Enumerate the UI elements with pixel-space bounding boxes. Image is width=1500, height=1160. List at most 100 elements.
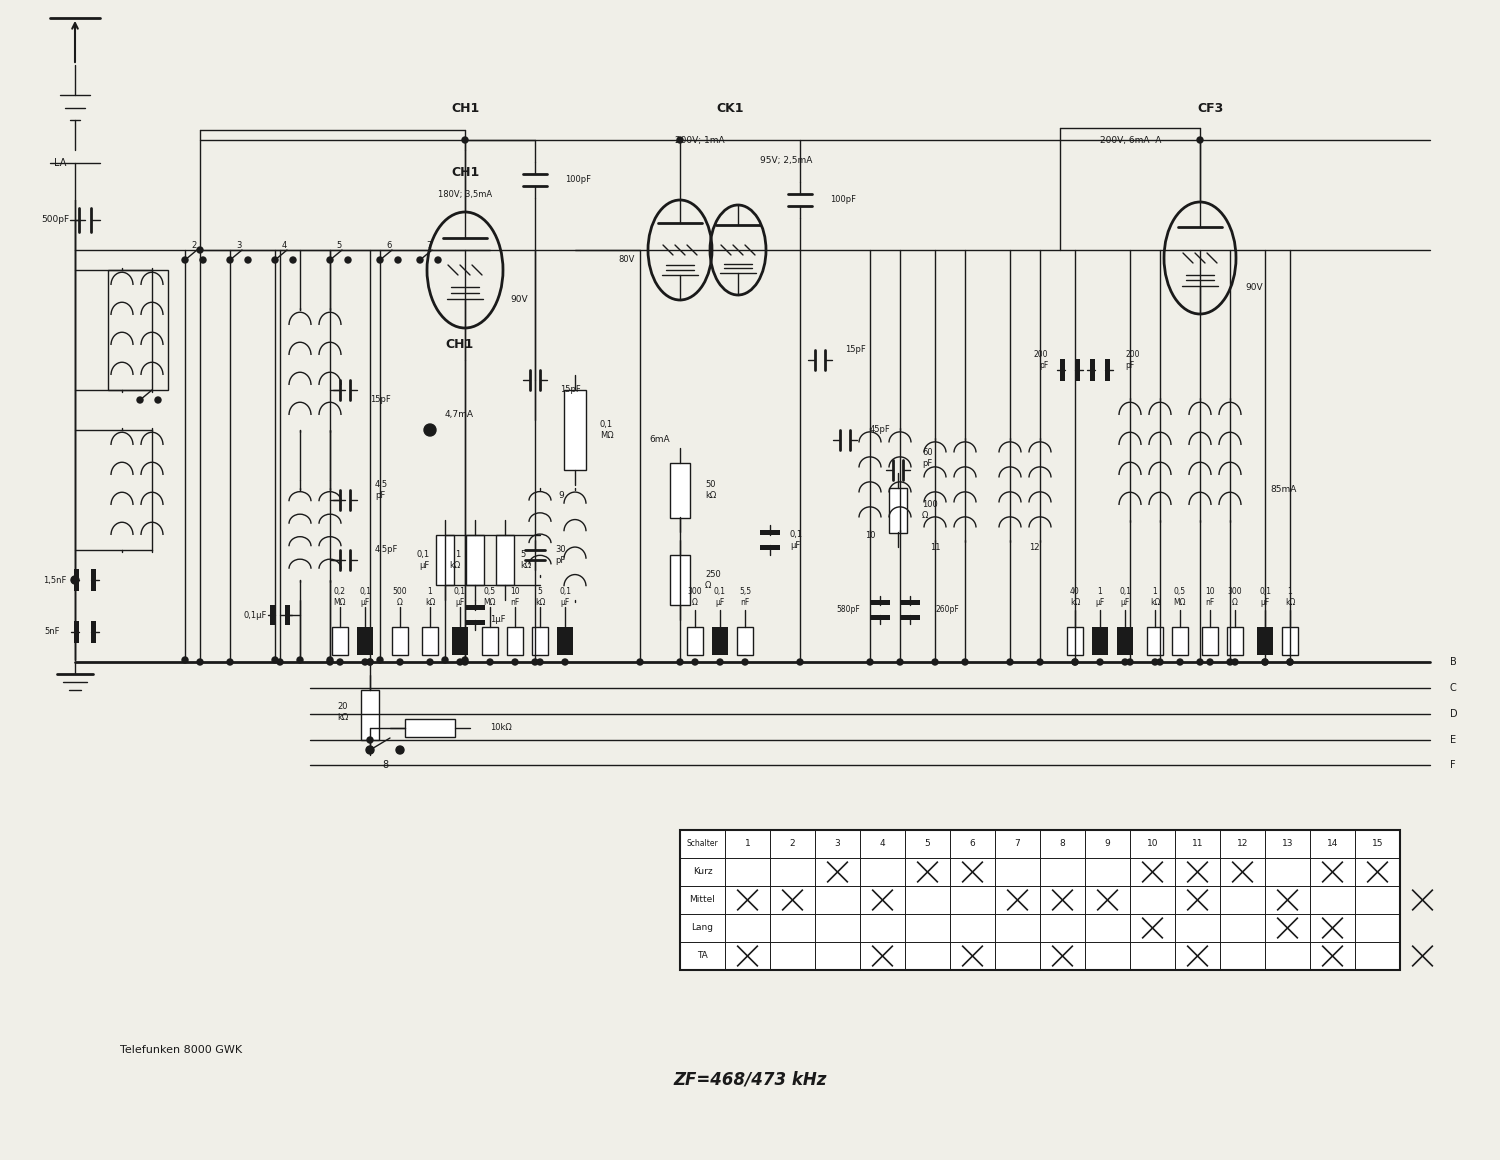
Text: 6mA: 6mA: [650, 435, 670, 444]
Circle shape: [417, 258, 423, 263]
Circle shape: [327, 659, 333, 665]
Text: F: F: [1450, 760, 1455, 770]
Circle shape: [488, 659, 494, 665]
Text: CH1: CH1: [452, 102, 478, 115]
Circle shape: [1197, 137, 1203, 143]
Bar: [357, 628, 374, 655]
Bar: [564, 390, 586, 470]
Bar: [1118, 628, 1132, 655]
Bar: [466, 535, 484, 585]
Text: 200V; 1mA: 200V; 1mA: [675, 136, 724, 145]
Text: 10
nF: 10 nF: [510, 587, 520, 607]
Circle shape: [297, 657, 303, 664]
Circle shape: [1232, 659, 1238, 665]
Text: 1µF: 1µF: [490, 616, 506, 624]
Text: 0,1
µF: 0,1 µF: [560, 587, 572, 607]
Circle shape: [196, 659, 202, 665]
Text: 1,5nF: 1,5nF: [44, 575, 66, 585]
Circle shape: [537, 659, 543, 665]
Circle shape: [1287, 659, 1293, 665]
Text: 1
kΩ: 1 kΩ: [424, 587, 435, 607]
Circle shape: [154, 397, 160, 403]
Circle shape: [427, 659, 433, 665]
Circle shape: [338, 659, 344, 665]
Circle shape: [1072, 659, 1078, 665]
Circle shape: [1156, 659, 1162, 665]
Circle shape: [742, 659, 748, 665]
Text: 10: 10: [1146, 840, 1158, 848]
Text: 3: 3: [237, 240, 242, 249]
Bar: [405, 719, 454, 737]
Circle shape: [368, 737, 374, 744]
Text: 85mA: 85mA: [1270, 486, 1296, 494]
Text: 200V, 6mA  A: 200V, 6mA A: [1100, 136, 1161, 145]
Text: 8: 8: [382, 760, 388, 770]
Text: 20
kΩ: 20 kΩ: [336, 702, 348, 722]
Text: 5nF: 5nF: [45, 628, 60, 637]
Text: 8: 8: [1059, 840, 1065, 848]
Bar: [1106, 358, 1110, 380]
Circle shape: [396, 746, 404, 754]
Circle shape: [398, 659, 404, 665]
Circle shape: [278, 659, 284, 665]
Circle shape: [362, 659, 368, 665]
Text: 2: 2: [789, 840, 795, 848]
Bar: [392, 628, 408, 655]
Text: LA: LA: [54, 158, 66, 168]
Text: CH1: CH1: [446, 339, 474, 351]
Text: ZF=468/473 kHz: ZF=468/473 kHz: [674, 1071, 826, 1089]
Circle shape: [676, 659, 682, 665]
Bar: [1060, 358, 1065, 380]
Text: 11: 11: [930, 544, 940, 552]
Circle shape: [562, 659, 568, 665]
Bar: [736, 628, 753, 655]
Text: 2: 2: [192, 240, 196, 249]
Circle shape: [1262, 659, 1268, 665]
Circle shape: [692, 659, 698, 665]
Circle shape: [638, 659, 644, 665]
Bar: [74, 570, 80, 590]
Bar: [422, 628, 438, 655]
Text: 15: 15: [1371, 840, 1383, 848]
Text: 250
Ω: 250 Ω: [705, 571, 720, 589]
Text: 10
nF: 10 nF: [1204, 587, 1215, 607]
Circle shape: [676, 137, 682, 143]
Text: 1
µF: 1 µF: [1095, 587, 1104, 607]
Text: Telefunken 8000 GWK: Telefunken 8000 GWK: [120, 1045, 242, 1054]
Text: 10: 10: [864, 530, 876, 539]
Bar: [870, 600, 889, 606]
Text: 5
kΩ: 5 kΩ: [536, 587, 544, 607]
Circle shape: [376, 657, 382, 664]
Text: E: E: [1450, 735, 1456, 745]
Text: 3: 3: [834, 840, 840, 848]
Text: 9: 9: [1104, 840, 1110, 848]
Text: 0,2
MΩ: 0,2 MΩ: [333, 587, 346, 607]
Text: 0,1µF: 0,1µF: [243, 610, 267, 619]
Text: 580pF: 580pF: [837, 606, 860, 615]
Text: 500
Ω: 500 Ω: [393, 587, 408, 607]
Circle shape: [226, 258, 232, 263]
Bar: [1148, 628, 1162, 655]
Circle shape: [512, 659, 518, 665]
Bar: [1090, 358, 1095, 380]
Bar: [1092, 628, 1108, 655]
Bar: [1202, 628, 1218, 655]
Bar: [687, 628, 703, 655]
Text: 100
Ω: 100 Ω: [922, 500, 938, 520]
Circle shape: [1126, 659, 1132, 665]
Bar: [556, 628, 573, 655]
Circle shape: [376, 258, 382, 263]
Circle shape: [1072, 659, 1078, 665]
Text: 50
kΩ: 50 kΩ: [705, 480, 717, 500]
Text: 4,5pF: 4,5pF: [375, 545, 399, 554]
Bar: [92, 621, 96, 643]
Circle shape: [424, 425, 436, 436]
Bar: [496, 535, 514, 585]
Bar: [1066, 628, 1083, 655]
Text: 260pF: 260pF: [934, 606, 958, 615]
Circle shape: [458, 659, 464, 665]
Text: 0,1
µF: 0,1 µF: [1119, 587, 1131, 607]
Text: 4,7mA: 4,7mA: [446, 411, 474, 420]
Circle shape: [1197, 659, 1203, 665]
Circle shape: [1122, 659, 1128, 665]
